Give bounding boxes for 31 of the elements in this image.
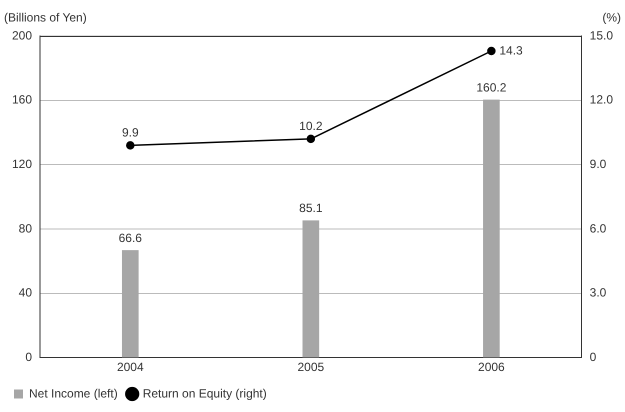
legend-label: Net Income (left) [29,386,118,400]
y2-axis-title: (%) [602,10,621,24]
data-label: 9.9 [122,126,139,140]
y-tick-label: 40 [18,286,32,300]
point [126,141,135,150]
x-tick-label: 2005 [297,360,325,374]
bar [122,250,139,358]
y-tick-label: 120 [12,156,32,171]
x-tick-label: 2004 [116,360,144,374]
point [487,46,496,56]
data-label: 14.3 [499,43,524,58]
legend-label: Return on Equity (right) [142,386,267,400]
y2-tick-label: 0 [590,350,597,364]
data-label: 160.2 [476,80,507,94]
data-label: 10.2 [299,119,323,134]
x-tick-label: 2006 [478,360,506,374]
point [306,134,316,144]
y2-tick-label: 3.0 [590,286,607,300]
data-label: 66.6 [118,230,142,245]
y-tick-label: 200 [12,28,32,42]
y2-tick-label: 12.0 [590,92,614,107]
bar [302,220,320,358]
y-axis-title: (Billions of Yen) [4,10,87,24]
y-tick-label: 80 [18,221,32,236]
y-tick-label: 160 [12,92,32,107]
data-label: 85.1 [299,201,323,216]
bar [483,100,500,358]
y2-tick-label: 6.0 [590,221,607,236]
y2-tick-label: 15.0 [590,28,614,42]
y-tick-label: 0 [25,350,32,364]
y2-tick-label: 9.0 [590,156,607,171]
